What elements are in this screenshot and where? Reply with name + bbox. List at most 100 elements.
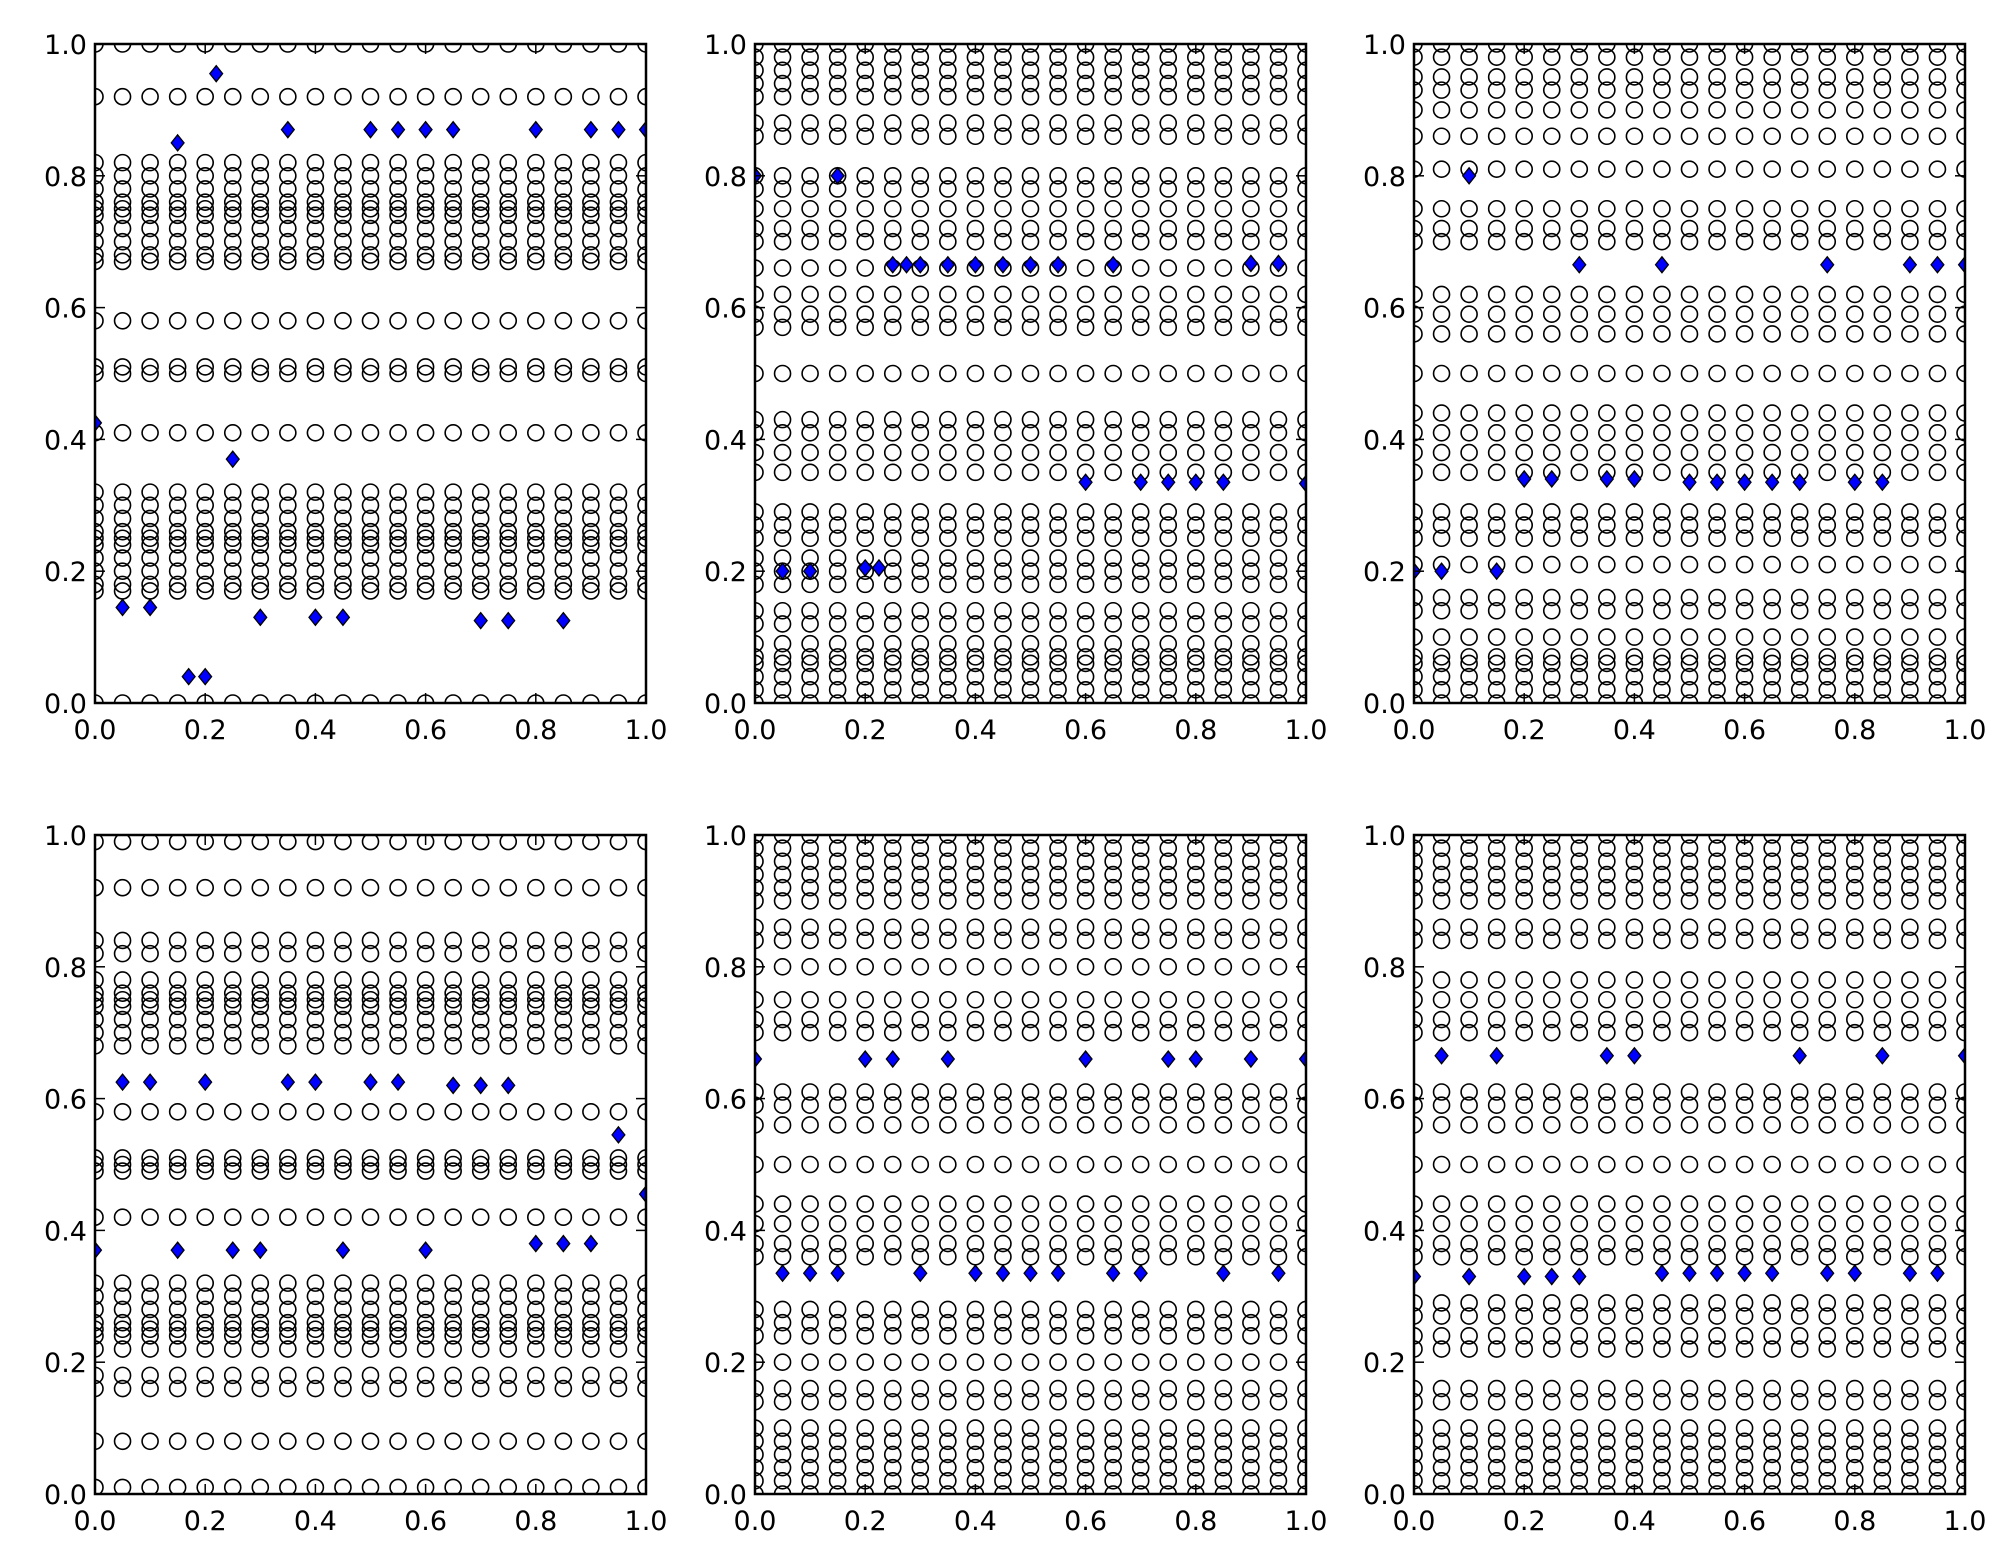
y-tick-label: 0.2 xyxy=(704,1348,747,1379)
circle-point xyxy=(883,562,902,581)
circle-point xyxy=(1104,878,1122,897)
circle-point xyxy=(828,503,847,521)
circle-point xyxy=(1269,443,1288,462)
circle-point xyxy=(1487,199,1506,218)
circle-point xyxy=(637,1313,646,1332)
circle-point xyxy=(1928,628,1947,646)
circle-point xyxy=(95,1300,104,1319)
circle-point xyxy=(1873,628,1892,646)
circle-point xyxy=(1956,1010,1965,1029)
circle-point xyxy=(637,199,646,218)
circle-point xyxy=(499,1208,518,1227)
circle-point xyxy=(444,971,462,989)
circle-point xyxy=(1680,443,1699,462)
circle-point xyxy=(609,529,628,548)
circle-point xyxy=(856,259,875,277)
circle-point xyxy=(1076,1300,1095,1319)
circle-point xyxy=(279,835,297,851)
circle-point xyxy=(1956,971,1965,989)
circle-point xyxy=(223,358,242,376)
circle-point xyxy=(1901,127,1919,146)
axes-frame xyxy=(1412,833,1967,1496)
circle-point xyxy=(1076,529,1095,548)
circle-point xyxy=(1487,1327,1506,1345)
x-tick-label: 1.0 xyxy=(625,715,668,746)
circle-point xyxy=(1131,852,1150,871)
circle-point xyxy=(1487,404,1506,422)
circle-point xyxy=(801,835,819,844)
circle-point xyxy=(609,358,628,376)
circle-point xyxy=(196,193,214,211)
circle-point xyxy=(1680,503,1699,521)
circle-point xyxy=(1297,601,1306,620)
circle-point xyxy=(113,984,132,1002)
circle-point xyxy=(1214,127,1233,146)
circle-point xyxy=(755,74,764,93)
circle-point xyxy=(499,193,518,211)
circle-point xyxy=(1680,839,1699,857)
circle-point xyxy=(1460,1419,1478,1437)
circle-point xyxy=(1049,318,1067,337)
circle-point xyxy=(1515,1458,1533,1477)
circle-point xyxy=(1542,654,1561,673)
circle-point xyxy=(251,483,270,501)
circle-point xyxy=(801,167,819,185)
circle-point xyxy=(1570,1116,1589,1134)
circle-point xyxy=(994,410,1012,429)
circle-point xyxy=(1214,1010,1233,1029)
circle-point xyxy=(939,1313,957,1332)
circle-point xyxy=(1708,839,1726,857)
diamond-point xyxy=(899,255,914,274)
circle-point xyxy=(1735,443,1754,462)
circle-point xyxy=(113,1208,132,1227)
circle-point xyxy=(939,878,957,897)
circle-point xyxy=(828,1445,847,1464)
circle-point xyxy=(196,1478,214,1494)
circle-point xyxy=(141,364,159,383)
circle-point xyxy=(168,364,187,383)
circle-point xyxy=(1735,81,1754,99)
y-tick-label: 0.8 xyxy=(1363,953,1406,984)
circle-point xyxy=(526,1366,545,1385)
circle-point xyxy=(499,1313,518,1332)
diamond-point xyxy=(611,120,626,139)
circle-point xyxy=(306,87,325,106)
circle-point xyxy=(141,1327,159,1345)
circle-point xyxy=(966,318,985,337)
circle-point xyxy=(444,694,462,703)
circle-point xyxy=(637,1327,646,1345)
circle-point xyxy=(1708,68,1726,86)
circle-point xyxy=(637,1023,646,1042)
circle-point xyxy=(1104,865,1122,884)
circle-point xyxy=(1076,575,1095,594)
circle-point xyxy=(1187,1313,1205,1332)
circle-point xyxy=(1269,575,1288,594)
circle-point xyxy=(389,562,407,581)
circle-point xyxy=(1680,199,1699,218)
circle-point xyxy=(828,1379,847,1398)
circle-point xyxy=(444,424,462,442)
circle-point xyxy=(1104,1096,1122,1114)
circle-point xyxy=(526,878,545,897)
diamond-point xyxy=(802,562,818,581)
circle-point xyxy=(755,443,764,462)
circle-point xyxy=(95,1313,104,1332)
circle-point xyxy=(1214,654,1233,673)
circle-point xyxy=(1021,892,1040,910)
circle-point xyxy=(1901,681,1919,699)
circle-point xyxy=(554,536,573,554)
circle-point xyxy=(801,1116,819,1134)
circle-point xyxy=(499,549,518,567)
circle-point xyxy=(416,1478,435,1494)
circle-point xyxy=(1460,1247,1478,1266)
circle-point xyxy=(1542,285,1561,304)
circle-point xyxy=(1269,667,1288,686)
circle-point xyxy=(1735,101,1754,119)
circle-point xyxy=(1131,615,1150,633)
circle-point xyxy=(1269,180,1288,198)
circle-point xyxy=(1818,503,1837,521)
circle-point xyxy=(801,44,819,53)
circle-point xyxy=(1414,1294,1423,1312)
circle-point xyxy=(1432,48,1451,66)
circle-point xyxy=(1214,931,1233,950)
